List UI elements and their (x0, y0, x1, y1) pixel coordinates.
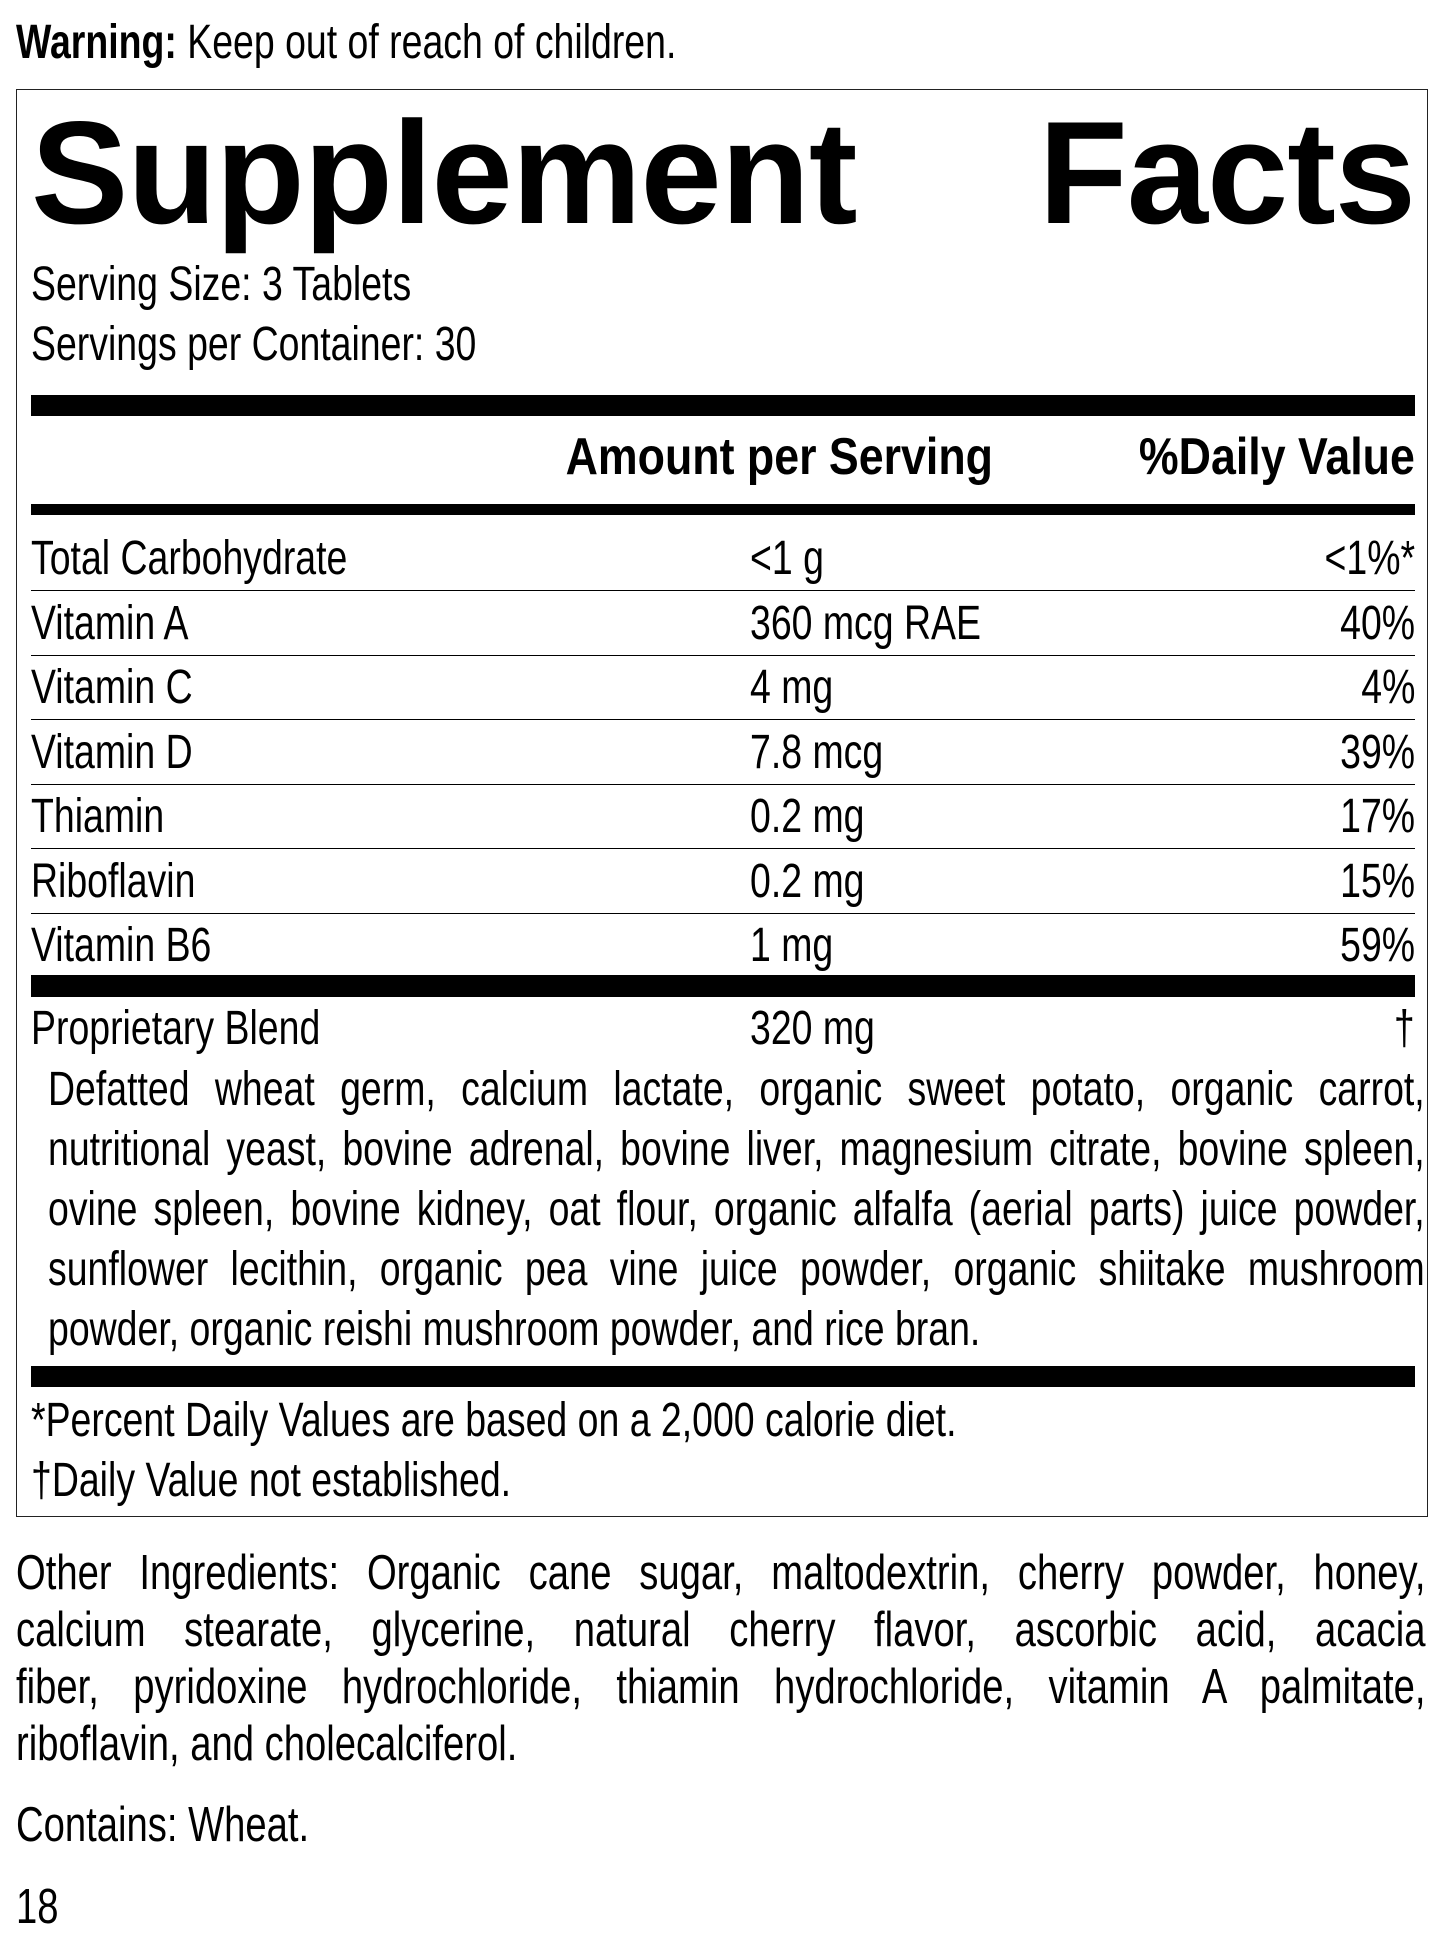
nutrient-amount: 4 mg (750, 661, 834, 714)
footnote-dagger: †Daily Value not established. (31, 1454, 512, 1507)
nutrient-row: Riboflavin 0.2 mg 15% (31, 850, 1415, 914)
nutrient-dv: † (1394, 1002, 1415, 1055)
text-line: calcium stearate, glycerine, natural che… (16, 1603, 1426, 1657)
warning-label: Warning: (16, 16, 177, 69)
text-line: fiber, pyridoxine hydrochloride, thiamin… (16, 1660, 1426, 1714)
nutrient-dv: 17% (1340, 790, 1415, 843)
page-number: 18 (16, 1880, 59, 1934)
column-header: Amount per Serving %Daily Value (31, 426, 1415, 488)
text-line: powder, organic reishi mushroom powder, … (48, 1303, 981, 1356)
panel-title: Supplement Facts (31, 91, 1416, 254)
warning-message: Keep out of reach of children. (187, 16, 677, 69)
nutrient-amount: 7.8 mcg (750, 725, 884, 779)
text-line: Defatted wheat germ, calcium lactate, or… (48, 1063, 1425, 1116)
title-word-1: Supplement (31, 91, 858, 254)
supplement-facts-panel (16, 89, 1428, 1517)
thick-divider (31, 975, 1415, 997)
thick-divider (31, 1366, 1415, 1387)
nutrient-dv: 40% (1340, 596, 1415, 650)
nutrient-name: Vitamin A (31, 596, 189, 650)
other-ingredients: Other Ingredients: Organic cane sugar, m… (16, 1545, 1425, 1773)
warning-text: Warning: Keep out of reach of children. (16, 14, 863, 72)
text-line: nutritional yeast, bovine adrenal, bovin… (48, 1123, 1425, 1176)
nutrient-row: Vitamin A 360 mcg RAE 40% (31, 592, 1415, 656)
text-line: Other Ingredients: Organic cane sugar, m… (16, 1546, 1426, 1600)
footnote-percent: *Percent Daily Values are based on a 2,0… (31, 1394, 957, 1447)
nutrient-name: Vitamin B6 (31, 919, 212, 972)
text-line: ovine spleen, bovine kidney, oat flour, … (48, 1183, 1425, 1236)
nutrient-amount: 360 mcg RAE (750, 596, 981, 650)
nutrient-amount: 0.2 mg (750, 790, 865, 843)
nutrient-name: Vitamin D (31, 725, 193, 779)
allergen-statement: Contains: Wheat. (16, 1798, 310, 1852)
nutrient-dv: 15% (1340, 854, 1415, 908)
nutrient-amount: 0.2 mg (750, 854, 865, 908)
nutrient-name: Total Carbohydrate (31, 532, 348, 585)
nutrient-row: Vitamin D 7.8 mcg 39% (31, 721, 1415, 785)
nutrient-dv: 4% (1360, 661, 1415, 714)
servings-per-container: Servings per Container: 30 (31, 318, 477, 371)
daily-value-header: %Daily Value (1139, 428, 1415, 486)
medium-divider (31, 504, 1415, 515)
nutrient-dv: 39% (1340, 725, 1415, 779)
title-word-2: Facts (1038, 91, 1416, 254)
nutrient-row: Total Carbohydrate <1 g <1%* (31, 527, 1415, 591)
nutrient-name: Riboflavin (31, 854, 196, 908)
thick-divider (31, 395, 1415, 416)
nutrient-row: Thiamin 0.2 mg 17% (31, 785, 1415, 849)
nutrient-amount: 320 mg (750, 1002, 875, 1055)
serving-size: Serving Size: 3 Tablets (31, 258, 412, 311)
nutrient-amount: <1 g (750, 532, 824, 585)
nutrient-dv: <1%* (1324, 532, 1415, 585)
nutrient-dv: 59% (1340, 919, 1415, 972)
nutrient-name: Proprietary Blend (31, 1002, 321, 1055)
nutrient-row: Vitamin C 4 mg 4% (31, 656, 1415, 720)
nutrient-row: Vitamin B6 1 mg 59% (31, 914, 1415, 978)
nutrient-name: Thiamin (31, 790, 165, 843)
proprietary-blend-row: Proprietary Blend 320 mg † (31, 997, 1415, 1061)
text-line: riboflavin, and cholecalciferol. (16, 1717, 518, 1771)
nutrient-name: Vitamin C (31, 661, 193, 714)
nutrient-amount: 1 mg (750, 919, 834, 972)
text-line: sunflower lecithin, organic pea vine jui… (48, 1243, 1425, 1296)
blend-ingredients: Defatted wheat germ, calcium lactate, or… (48, 1060, 1425, 1360)
amount-header: Amount per Serving (565, 428, 993, 486)
